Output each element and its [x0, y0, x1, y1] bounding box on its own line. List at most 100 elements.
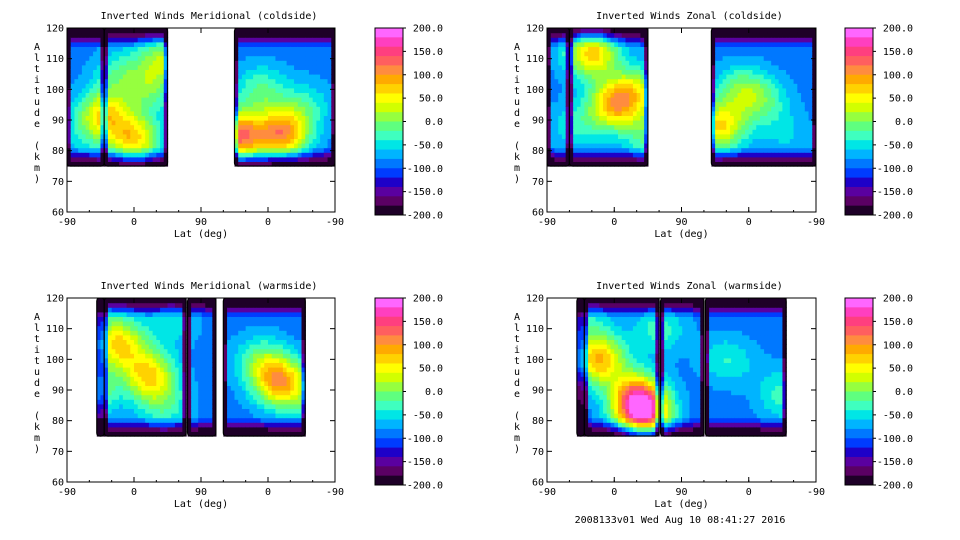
contour-cell	[130, 385, 135, 391]
contour-cell	[812, 37, 816, 43]
contour-cell	[134, 60, 139, 66]
contour-cell	[171, 371, 176, 377]
contour-cell	[212, 371, 217, 377]
contour-cell	[617, 32, 623, 38]
contour-cell	[614, 28, 619, 34]
contour-cell	[212, 330, 217, 336]
contour-cell	[70, 37, 76, 43]
contour-cell	[282, 390, 288, 396]
colorbar-swatch	[845, 140, 873, 151]
contour-cell	[256, 344, 262, 350]
contour-cell	[767, 78, 772, 84]
contour-cell	[171, 325, 176, 331]
contour-cell	[774, 143, 780, 149]
contour-cell	[778, 51, 783, 57]
contour-cell	[230, 367, 236, 373]
contour-cell	[305, 41, 310, 47]
contour-cell	[205, 330, 210, 336]
contour-cell	[625, 78, 630, 84]
contour-cell	[569, 138, 574, 144]
contour-cell	[141, 325, 146, 331]
contour-cell	[212, 367, 217, 373]
contour-cell	[286, 124, 291, 130]
contour-cell	[260, 87, 265, 93]
contour-cell	[126, 344, 131, 350]
contour-cell	[808, 106, 813, 112]
contour-cell	[275, 431, 280, 437]
contour-cell	[100, 37, 105, 43]
contour-cell	[260, 101, 265, 107]
contour-cell	[122, 385, 128, 391]
contour-cell	[275, 426, 280, 432]
contour-cell	[245, 97, 250, 103]
contour-cell	[763, 28, 769, 34]
contour-cell	[249, 408, 254, 414]
contour-cell	[104, 367, 109, 373]
contour-cell	[294, 101, 299, 107]
contour-cell	[160, 92, 165, 98]
contour-cell	[558, 51, 563, 57]
contour-cell	[286, 408, 291, 414]
contour-cell	[182, 298, 187, 304]
contour-cell	[789, 55, 795, 61]
contour-cell	[279, 161, 284, 167]
contour-cell	[234, 380, 239, 386]
contour-cell	[253, 307, 258, 313]
contour-cell	[160, 426, 165, 432]
contour-cell	[115, 325, 120, 331]
contour-cell	[756, 69, 761, 75]
contour-cell	[737, 120, 742, 126]
contour-cell	[100, 311, 105, 317]
contour-cell	[640, 69, 645, 75]
contour-cell	[573, 110, 578, 116]
contour-cell	[771, 115, 776, 121]
contour-cell	[163, 325, 169, 331]
contour-cell	[320, 60, 325, 66]
contour-cell	[718, 83, 724, 89]
contour-cell	[115, 92, 120, 98]
contour-cell	[636, 129, 642, 135]
contour-cell	[107, 69, 113, 75]
contour-cell	[234, 422, 239, 428]
contour-cell	[100, 385, 105, 391]
contour-cell	[294, 115, 299, 121]
contour-cell	[786, 152, 791, 158]
contour-cell	[789, 92, 795, 98]
contour-cell	[253, 390, 258, 396]
contour-cell	[191, 376, 196, 382]
contour-cell	[182, 422, 187, 428]
contour-cell	[78, 110, 83, 116]
contour-cell	[115, 399, 120, 405]
contour-cell	[156, 362, 161, 368]
contour-cell	[256, 426, 262, 432]
contour-cell	[275, 97, 280, 103]
contour-cell	[78, 147, 83, 153]
contour-cell	[260, 339, 265, 345]
contour-cell	[264, 92, 269, 98]
contour-cell	[264, 161, 269, 167]
contour-cell	[171, 334, 176, 340]
contour-cell	[275, 147, 280, 153]
contour-cell	[174, 403, 180, 409]
contour-cell	[70, 147, 76, 153]
contour-cell	[718, 110, 724, 116]
contour-cell	[249, 133, 254, 139]
contour-cell	[163, 78, 169, 84]
x-tick-label: -90	[807, 217, 825, 228]
contour-cell	[774, 28, 780, 34]
contour-cell	[178, 330, 183, 336]
contour-cell	[331, 41, 335, 47]
contour-cell	[323, 28, 329, 34]
contour-cell	[282, 51, 288, 57]
contour-cell	[759, 60, 765, 66]
contour-cell	[187, 403, 192, 409]
contour-cell	[264, 101, 269, 107]
contour-cell	[107, 60, 113, 66]
contour-cell	[271, 371, 277, 377]
contour-cell	[789, 87, 795, 93]
contour-cell	[148, 28, 154, 34]
contour-cell	[156, 344, 161, 350]
contour-cell	[279, 74, 284, 80]
contour-cell	[111, 311, 116, 317]
contour-cell	[614, 129, 619, 135]
